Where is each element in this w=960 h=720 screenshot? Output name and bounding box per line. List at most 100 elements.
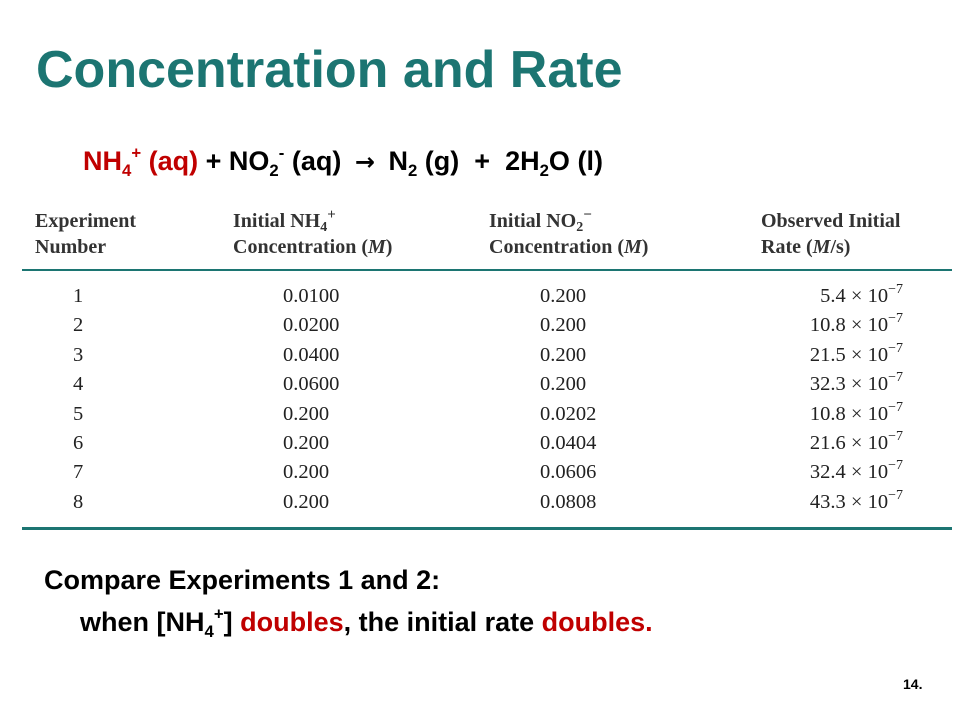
- comparison-conclusion: when [NH4+] doubles, the initial rate do…: [80, 604, 653, 641]
- ammonium-reactant: NH4+ (aq): [83, 143, 199, 178]
- page-title: Concentration and Rate: [36, 41, 623, 99]
- header-text: Concentration (M): [489, 234, 648, 260]
- nitrogen-subscript: 2: [407, 160, 418, 180]
- cell-rate: 10.8 × 10−7: [809, 312, 903, 337]
- cell-experiment: 2: [73, 314, 84, 337]
- header-subscript: 2: [576, 220, 584, 235]
- header-nh4-concentration: Initial NH4+ Concentration (M): [233, 208, 392, 260]
- table-row: 8 0.200 0.0808 43.3 × 10−7: [0, 487, 960, 520]
- rate-exponent: −7: [888, 370, 903, 386]
- rate-exponent: −7: [888, 340, 903, 356]
- rate-exponent: −7: [888, 399, 903, 415]
- rate-mantissa: 32.4 × 10: [809, 461, 889, 484]
- ammonium-subscript: 4: [122, 160, 132, 180]
- rate-mantissa: 21.5 × 10: [809, 343, 889, 366]
- cell-rate: 32.4 × 10−7: [809, 458, 903, 484]
- table-row: 3 0.0400 0.200 21.5 × 10−7: [0, 340, 960, 373]
- rate-mantissa: 5.4 × 10: [820, 285, 889, 307]
- highlight-doubles: doubles.: [541, 607, 653, 637]
- header-label: Rate (: [761, 236, 813, 258]
- cell-no2: 0.200: [540, 343, 587, 366]
- nitrite-formula: NO: [228, 146, 270, 176]
- table-row: 2 0.0200 0.200 10.8 × 10−7: [0, 312, 960, 343]
- cell-rate: 10.8 × 10−7: [809, 399, 903, 426]
- cell-nh4: 0.0100: [283, 285, 340, 307]
- ammonium-charge: +: [131, 143, 142, 163]
- cell-no2: 0.0606: [540, 461, 597, 484]
- table-row: 4 0.0600 0.200 32.3 × 10−7: [0, 370, 960, 402]
- cell-experiment: 1: [73, 285, 84, 307]
- table-row: 7 0.200 0.0606 32.4 × 10−7: [0, 458, 960, 490]
- rate-mantissa: 32.3 × 10: [809, 373, 889, 396]
- cell-experiment: 8: [73, 490, 84, 513]
- cell-nh4: 0.0400: [283, 343, 340, 366]
- cell-experiment: 3: [73, 343, 84, 366]
- cell-nh4: 0.200: [283, 461, 330, 484]
- cell-nh4: 0.200: [283, 490, 330, 513]
- rate-exponent: −7: [888, 282, 903, 297]
- cell-nh4: 0.200: [283, 431, 330, 454]
- cell-no2: 0.0808: [540, 490, 597, 513]
- cell-no2: 0.200: [540, 314, 587, 337]
- cell-rate: 43.3 × 10−7: [810, 487, 903, 514]
- table-body: 1 0.0100 0.200 5.4 × 10−7 2 0.0200 0.200…: [0, 282, 960, 520]
- table-row: 1 0.0100 0.200 5.4 × 10−7: [0, 282, 960, 314]
- conclusion-subscript: 4: [204, 621, 214, 641]
- cell-rate: 21.6 × 10−7: [809, 428, 903, 455]
- header-text: Rate (M/s): [761, 234, 900, 260]
- reaction-equation: NH4+ (aq) + NO2- (aq) → N2 (g) + 2H2O (l…: [83, 143, 603, 179]
- header-text: Number: [35, 236, 107, 258]
- conclusion-text: ]: [223, 607, 241, 637]
- header-text: Concentration (M): [233, 234, 392, 260]
- header-label: Concentration (: [489, 236, 624, 258]
- header-text: Experiment: [35, 210, 137, 232]
- header-label: ): [641, 236, 649, 258]
- header-label: /s): [830, 236, 851, 258]
- header-unit: M: [367, 236, 386, 258]
- cell-experiment: 6: [73, 431, 84, 454]
- nitrite-charge: -: [278, 143, 285, 163]
- rate-mantissa: 10.8 × 10: [809, 314, 889, 337]
- header-superscript: +: [327, 207, 336, 223]
- plus-sign: +: [474, 146, 491, 176]
- rate-exponent: −7: [888, 458, 903, 474]
- header-subscript: 4: [320, 220, 328, 235]
- water-state: (l): [577, 146, 603, 176]
- cell-rate: 21.5 × 10−7: [809, 340, 903, 367]
- conclusion-superscript: +: [213, 604, 224, 624]
- header-text: Observed Initial: [761, 210, 901, 232]
- rate-mantissa: 21.6 × 10: [809, 431, 889, 454]
- water-oxygen: O: [548, 146, 570, 176]
- ammonium-state: (aq): [148, 146, 199, 176]
- cell-nh4: 0.200: [283, 402, 330, 425]
- header-text: Initial NH4+: [233, 207, 392, 235]
- rate-exponent: −7: [888, 487, 903, 503]
- header-no2-concentration: Initial NO2− Concentration (M): [489, 208, 648, 260]
- arrow-right-icon: →: [354, 148, 375, 176]
- rate-exponent: −7: [888, 428, 903, 444]
- cell-nh4: 0.0600: [283, 373, 340, 396]
- header-unit: M: [812, 236, 831, 258]
- header-label: ): [385, 236, 393, 258]
- header-observed-rate: Observed Initial Rate (M/s): [761, 208, 900, 260]
- cell-experiment: 7: [73, 461, 84, 484]
- header-text: Initial NO2−: [489, 207, 648, 235]
- nitrite-subscript: 2: [269, 160, 279, 180]
- header-unit: M: [623, 236, 642, 258]
- nitrite-state: (aq): [291, 146, 342, 176]
- cell-no2: 0.200: [540, 373, 587, 396]
- nitrite-reactant: NO2- (aq): [228, 143, 342, 178]
- cell-no2: 0.200: [540, 285, 587, 307]
- conclusion-text: , the initial rate: [343, 607, 542, 637]
- table-row: 5 0.200 0.0202 10.8 × 10−7: [0, 399, 960, 432]
- header-superscript: −: [583, 207, 592, 223]
- cell-no2: 0.0404: [540, 431, 597, 454]
- cell-experiment: 4: [73, 373, 84, 396]
- rate-mantissa: 10.8 × 10: [809, 402, 889, 425]
- plus-sign: +: [205, 146, 222, 176]
- header-label: Initial NO: [489, 210, 577, 232]
- table-top-divider: [22, 269, 952, 271]
- highlight-doubles: doubles: [240, 607, 344, 637]
- comparison-heading: Compare Experiments 1 and 2:: [44, 565, 441, 595]
- nitrogen-product: N2 (g): [388, 146, 459, 179]
